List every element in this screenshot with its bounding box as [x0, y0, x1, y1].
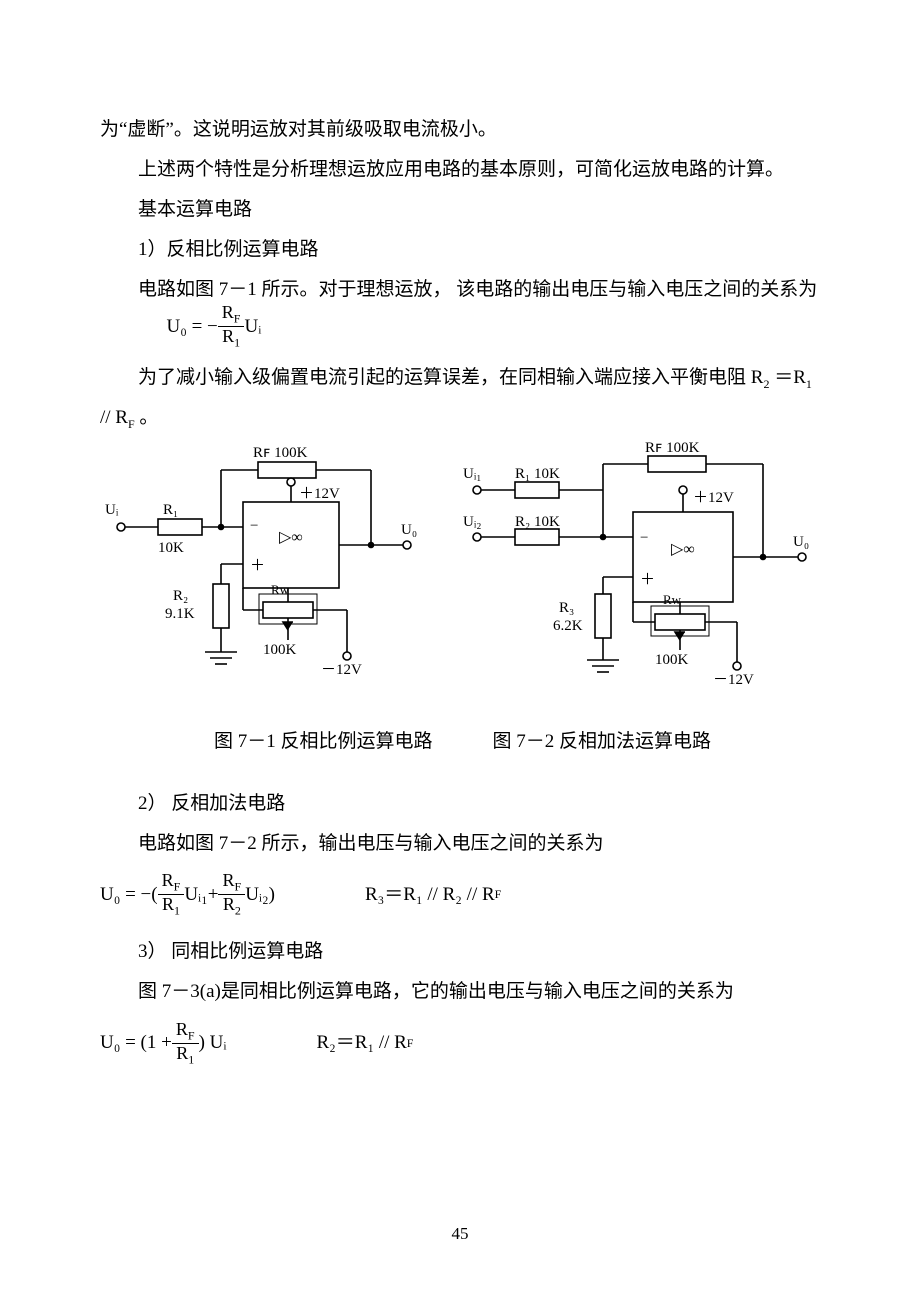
- formula: U₀ = −( RF R1 Uᵢ₁ + RF R2 Uᵢ₂ ) R₃＝R₁ //…: [100, 871, 825, 918]
- text: 电路如图 7－1 所示。对于理想运放， 该电路的输出电压与输入电压之间的关系为: [138, 279, 817, 300]
- svg-text:▷∞: ▷∞: [671, 541, 695, 558]
- svg-text:－12V: －12V: [321, 662, 362, 678]
- fraction: RF R1: [158, 871, 185, 918]
- svg-text:＋12V: ＋12V: [693, 490, 734, 506]
- svg-text:Uᵢ₂: Uᵢ₂: [463, 514, 482, 530]
- svg-text:R₁: R₁: [163, 502, 178, 518]
- svg-text:－12V: －12V: [713, 672, 754, 688]
- svg-text:＋12V: ＋12V: [299, 486, 340, 502]
- svg-text:100K: 100K: [263, 642, 297, 658]
- svg-text:Rw: Rw: [271, 582, 290, 597]
- figure-captions: 图 7－1 反相比例运算电路 图 7－2 反相加法运算电路: [100, 716, 825, 762]
- figure-7-1: Uᵢ R₁ 10K Rꜰ 100K ＋12V ▷∞ − ＋ U₀ R₂ 9.1K…: [103, 442, 433, 712]
- svg-text:100K: 100K: [655, 652, 689, 668]
- svg-text:R₃: R₃: [559, 600, 574, 616]
- svg-text:9.1K: 9.1K: [165, 606, 195, 622]
- svg-text:Rꜰ 100K: Rꜰ 100K: [645, 442, 700, 456]
- caption-7-2: 图 7－2 反相加法运算电路: [493, 722, 712, 762]
- caption-7-1: 图 7－1 反相比例运算电路: [214, 722, 433, 762]
- paragraph: 上述两个特性是分析理想运放应用电路的基本原则，可简化运放电路的计算。: [100, 150, 825, 190]
- svg-text:−: −: [250, 518, 258, 534]
- paragraph: 为“虚断”。这说明运放对其前级吸取电流极小。: [100, 110, 825, 150]
- formula: U₀ = (1 + RF R1 ) Uᵢ R₂＝R₁ // RF: [100, 1020, 825, 1067]
- paragraph: 电路如图 7－2 所示，输出电压与输入电压之间的关系为: [100, 824, 825, 864]
- svg-text:U₀: U₀: [793, 534, 809, 550]
- svg-text:R₂: R₂: [173, 588, 188, 604]
- paragraph: 图 7－3(a)是同相比例运算电路，它的输出电压与输入电压之间的关系为: [100, 972, 825, 1012]
- heading: 基本运算电路: [100, 190, 825, 230]
- svg-text:Uᵢ₁: Uᵢ₁: [463, 466, 482, 482]
- svg-text:▷∞: ▷∞: [279, 529, 303, 546]
- svg-text:Rꜰ 100K: Rꜰ 100K: [253, 445, 308, 461]
- formula: U₀ = − RF R1 Uᵢ: [167, 303, 826, 350]
- text: U₀ = −: [167, 307, 218, 347]
- svg-text:Rw: Rw: [663, 592, 682, 607]
- svg-text:＋: ＋: [640, 572, 655, 588]
- circuit-diagram-1: Uᵢ R₁ 10K Rꜰ 100K ＋12V ▷∞ − ＋ U₀ R₂ 9.1K…: [103, 442, 433, 712]
- list-item: 3） 同相比例运算电路: [100, 932, 825, 972]
- svg-text:R₂ 10K: R₂ 10K: [515, 514, 560, 530]
- paragraph: 电路如图 7－1 所示。对于理想运放， 该电路的输出电压与输入电压之间的关系为: [100, 270, 825, 310]
- list-item: 1）反相比例运算电路: [100, 230, 825, 270]
- figures-row: Uᵢ R₁ 10K Rꜰ 100K ＋12V ▷∞ − ＋ U₀ R₂ 9.1K…: [100, 442, 825, 712]
- svg-text:Uᵢ: Uᵢ: [105, 502, 119, 518]
- list-item: 2） 反相加法电路: [100, 784, 825, 824]
- svg-text:R₁ 10K: R₁ 10K: [515, 466, 560, 482]
- page: 为“虚断”。这说明运放对其前级吸取电流极小。 上述两个特性是分析理想运放应用电路…: [0, 0, 920, 1300]
- page-number: 45: [0, 1216, 920, 1252]
- fraction: RF R1: [172, 1020, 199, 1067]
- svg-text:U₀: U₀: [401, 522, 417, 538]
- paragraph: 为了减小输入级偏置电流引起的运算误差，在同相输入端应接入平衡电阻 R2 ＝R1 …: [100, 358, 825, 438]
- text: Uᵢ: [244, 307, 261, 347]
- circuit-diagram-2: Uᵢ₁ Uᵢ₂ R₁ 10K R₂ 10K Rꜰ 100K ＋12V ▷∞ − …: [463, 442, 823, 712]
- fraction: RF R1: [218, 303, 245, 350]
- fraction: RF R2: [218, 871, 245, 918]
- svg-text:10K: 10K: [158, 540, 184, 556]
- svg-text:6.2K: 6.2K: [553, 618, 583, 634]
- svg-text:−: −: [640, 530, 648, 546]
- figure-7-2: Uᵢ₁ Uᵢ₂ R₁ 10K R₂ 10K Rꜰ 100K ＋12V ▷∞ − …: [463, 442, 823, 712]
- svg-text:＋: ＋: [250, 558, 265, 574]
